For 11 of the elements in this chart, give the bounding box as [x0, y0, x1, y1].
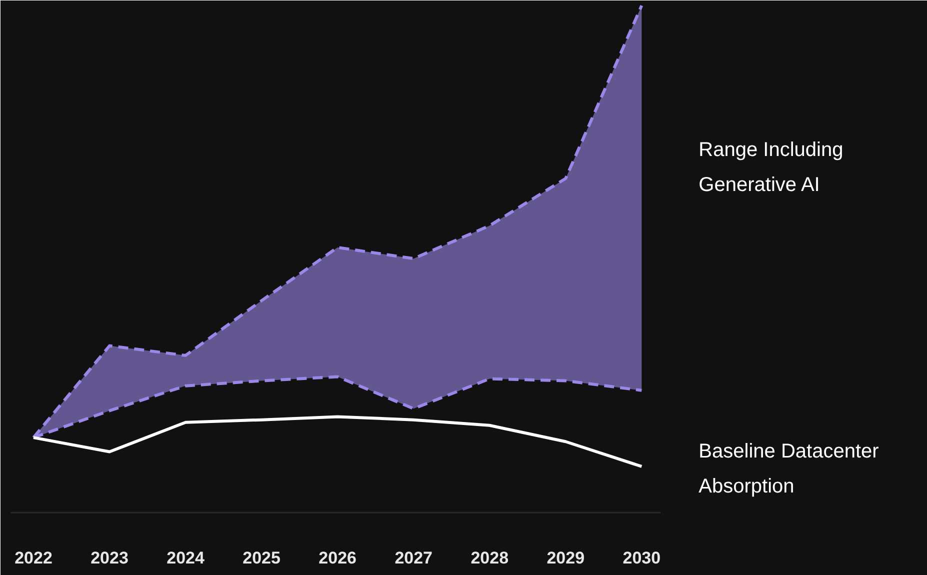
x-tick-label: 2025 [242, 548, 280, 568]
x-tick-label: 2026 [318, 548, 356, 568]
text: Range Including Generative AI [698, 138, 844, 196]
x-tick-label: 2023 [90, 548, 128, 568]
x-tick-label: 2022 [14, 548, 52, 568]
x-tick-label: 2024 [166, 548, 205, 568]
x-tick-label: 2028 [470, 548, 509, 568]
x-tick-label: 2030 [622, 548, 661, 568]
x-tick-label: 2029 [546, 548, 585, 568]
text: Baseline Datacenter Absorption [698, 440, 880, 498]
x-tick-label: 2027 [394, 548, 433, 568]
